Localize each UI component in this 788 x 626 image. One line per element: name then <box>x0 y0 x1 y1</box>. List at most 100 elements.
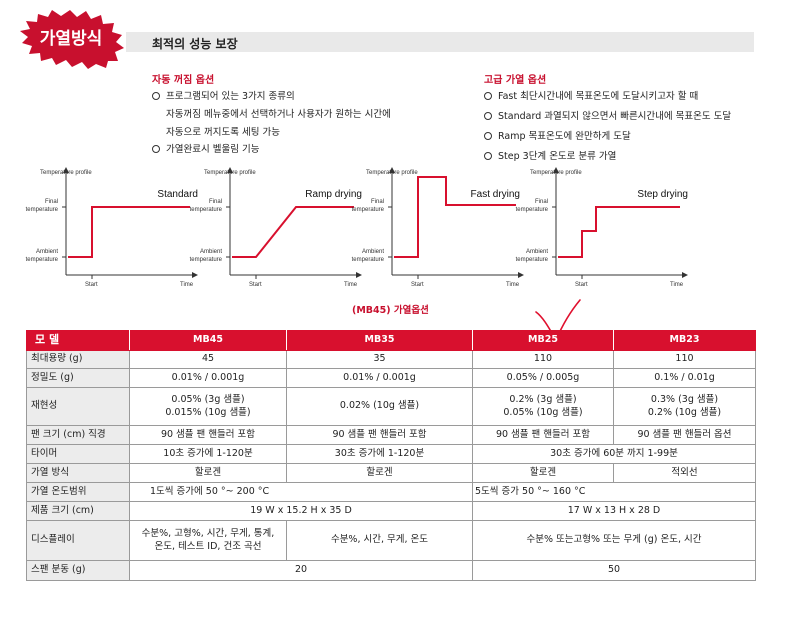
table-row: 최대용량 (g) 45 35 110 110 <box>26 350 756 369</box>
cell: 90 샘플 팬 핸들러 포함 <box>286 425 473 445</box>
cell: 0.05% (3g 샘플) 0.015% (10g 샘플) <box>129 387 287 426</box>
profile-line <box>68 206 190 258</box>
cell-line: 0.2% (3g 샘플) <box>509 393 577 405</box>
start-label: Start <box>411 282 424 288</box>
cell: 0.02% (10g 샘플) <box>286 387 473 426</box>
cell: 0.05% / 0.005g <box>472 368 614 388</box>
header-model: 모 델 <box>26 330 130 351</box>
ambient-label: Ambient temperature <box>351 249 384 263</box>
final-label: Final temperature <box>351 199 384 213</box>
profile-label: Temperature profile <box>366 170 418 176</box>
bullet-icon <box>152 92 160 100</box>
cell: 5도씩 증가 50 °~ 160 °C <box>472 482 756 502</box>
cell: 수분% 또는고형% 또는 무게 (g) 온도, 시간 <box>472 520 756 561</box>
auto-off-text: 가열완료시 벨울림 기능 <box>166 144 260 155</box>
heating-line: Fast 최단시간내에 목표온도에 도달시키고자 할 때 <box>484 88 698 102</box>
cell: 90 샘플 팬 핸들러 포함 <box>472 425 614 445</box>
cell: 0.01% / 0.001g <box>129 368 287 388</box>
header-bar <box>126 32 754 52</box>
cell: 90 샘플 팬 핸들러 포함 <box>129 425 287 445</box>
cell: 110 <box>472 350 614 369</box>
start-label: Start <box>249 282 262 288</box>
table-row: 가열 방식 할로겐 할로겐 할로겐 적외선 <box>26 463 756 483</box>
table-row: 정밀도 (g) 0.01% / 0.001g 0.01% / 0.001g 0.… <box>26 368 756 388</box>
cell: 수분%, 시간, 무게, 온도 <box>286 520 473 561</box>
chart-svg <box>552 167 688 279</box>
cell: 30초 증가에 60분 까지 1-99분 <box>472 444 756 464</box>
table-row: 디스플레이 수분%, 고형%, 시간, 무게, 통계, 온도, 테스트 ID, 건… <box>26 520 756 561</box>
profile-label: Temperature profile <box>40 170 92 176</box>
table-row: 재현성 0.05% (3g 샘플) 0.015% (10g 샘플) 0.02% (… <box>26 387 756 426</box>
table-row: 팬 크기 (cm) 직경 90 샘플 팬 핸들러 포함 90 샘플 팬 핸들러 … <box>26 425 756 445</box>
bullet-icon <box>484 92 492 100</box>
auto-off-title: 자동 꺼짐 옵션 <box>152 75 215 86</box>
ambient-label: Ambient temperature <box>189 249 222 263</box>
bullet-icon <box>152 145 160 153</box>
row-label: 팬 크기 (cm) 직경 <box>26 425 130 445</box>
bullet-icon <box>484 112 492 120</box>
y-axis-arrow-icon <box>227 167 233 173</box>
y-axis-arrow-icon <box>553 167 559 173</box>
time-label: Time <box>670 282 684 288</box>
page-title: 최적의 성능 보장 <box>152 37 238 51</box>
badge-starburst <box>20 10 124 69</box>
cell-line: 0.3% (3g 샘플) <box>650 393 719 405</box>
auto-off-line: 자동꺼짐 메뉴중에서 선택하거나 사용자가 원하는 시간에 <box>166 109 391 120</box>
cell-line: 0.2% (10g 샘플) <box>647 406 722 418</box>
temperature-chart: Temperature profile Final temperature Ambie… <box>516 165 710 295</box>
profile-label: Temperature profile <box>204 170 256 176</box>
bullet-icon <box>484 152 492 160</box>
cell: 19 W x 15.2 H x 35 D <box>129 501 473 521</box>
header-mb35: MB35 <box>286 330 473 351</box>
spec-table: 모 델 MB45 MB35 MB25 MB23 최대용량 (g) 45 35 1… <box>26 330 756 581</box>
row-label: 타이머 <box>26 444 130 464</box>
cell: 35 <box>286 350 473 369</box>
chart-title: Fast drying <box>470 189 520 200</box>
y-axis-arrow-icon <box>63 167 69 173</box>
bullet-icon <box>484 132 492 140</box>
cell: 20 <box>129 560 473 581</box>
ambient-label: Ambient temperature <box>25 249 58 263</box>
cell-line: 0.015% (10g 샘플) <box>165 406 251 418</box>
cell: 적외선 <box>613 463 756 483</box>
cell: 0.3% (3g 샘플) 0.2% (10g 샘플) <box>613 387 756 426</box>
cell: 수분%, 고형%, 시간, 무게, 통계, 온도, 테스트 ID, 건조 곡선 <box>129 520 287 561</box>
row-label: 정밀도 (g) <box>26 368 130 388</box>
start-label: Start <box>85 282 98 288</box>
time-label: Time <box>344 282 358 288</box>
heating-line: Standard 과열되지 않으면서 빠른시간내에 목표온도 도달 <box>484 108 731 122</box>
chart-svg <box>226 167 362 279</box>
cell-line: 0.05% (3g 샘플) <box>171 393 245 405</box>
cell: 0.1% / 0.01g <box>613 368 756 388</box>
header-mb45: MB45 <box>129 330 287 351</box>
cell: 할로겐 <box>129 463 287 483</box>
auto-off-text: 프로그램되어 있는 3가지 종류의 <box>166 91 295 102</box>
cell: 17 W x 13 H x 28 D <box>472 501 756 521</box>
profile-line <box>558 206 680 258</box>
temperature-chart: Temperature profile Final temperature Ambie… <box>352 165 546 295</box>
heating-text: Step 3단계 온도로 분류 가열 <box>498 151 617 162</box>
heating-text: Standard 과열되지 않으면서 빠른시간내에 목표온도 도달 <box>498 111 732 122</box>
chart-title: Standard <box>157 189 198 200</box>
ambient-label: Ambient temperature <box>515 249 548 263</box>
start-label: Start <box>575 282 588 288</box>
cell: 0.01% / 0.001g <box>286 368 473 388</box>
cell: 110 <box>613 350 756 369</box>
mb45-caption: (MB45) 가열옵션 <box>352 305 429 316</box>
chart-title: Step drying <box>637 189 688 200</box>
header-mb25: MB25 <box>472 330 614 351</box>
cell: 할로겐 <box>286 463 473 483</box>
x-axis-arrow-icon <box>518 272 524 278</box>
cell-line: 온도, 테스트 ID, 건조 곡선 <box>154 540 262 552</box>
temperature-chart: Temperature profile Final temperature Ambie… <box>190 165 384 295</box>
temperature-chart: Temperature profile Final temperature Ambie… <box>26 165 220 295</box>
heating-text: Fast 최단시간내에 목표온도에 도달시키고자 할 때 <box>498 91 699 102</box>
row-label: 재현성 <box>26 387 130 426</box>
chart-svg <box>62 167 198 279</box>
x-axis-arrow-icon <box>682 272 688 278</box>
profile-line <box>232 206 354 258</box>
row-label: 디스플레이 <box>26 520 130 561</box>
time-label: Time <box>180 282 194 288</box>
final-label: Final temperature <box>515 199 548 213</box>
x-axis-arrow-icon <box>356 272 362 278</box>
